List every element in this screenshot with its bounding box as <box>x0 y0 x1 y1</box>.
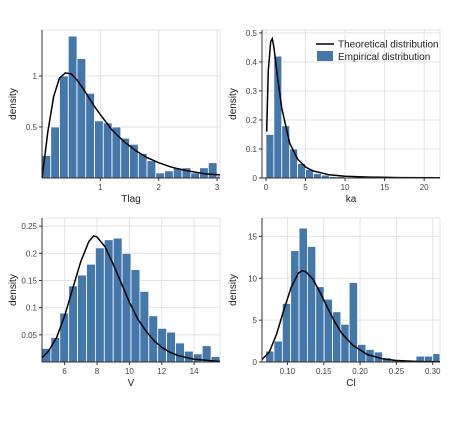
histogram-bar <box>265 350 275 363</box>
x-tick-label: 10 <box>341 183 350 192</box>
histogram-bar <box>77 274 87 363</box>
x-tick-label: 0.30 <box>425 367 441 376</box>
y-tick-label: 0.2 <box>246 116 258 125</box>
y-tick-label: 0.2 <box>26 249 38 258</box>
x-axis-title: Cl <box>346 378 355 389</box>
histogram-bar <box>298 227 308 363</box>
legend-theoretical-label: Theoretical distribution <box>338 40 439 51</box>
y-tick-label: 0.05 <box>21 331 37 340</box>
histogram-bar <box>50 337 61 363</box>
y-tick-label: 0.4 <box>246 58 258 67</box>
histogram-bar <box>94 120 104 179</box>
histogram-bar <box>192 353 203 363</box>
histogram-bar <box>102 122 113 179</box>
histogram-bar <box>190 172 200 179</box>
x-tick-label: 0.20 <box>352 367 368 376</box>
y-axis-title: density <box>8 88 19 120</box>
y-tick-label: 15 <box>248 232 257 241</box>
x-tick-label: 0.15 <box>316 367 332 376</box>
legend-bar-swatch <box>317 51 333 61</box>
legend-empirical-label: Empirical distribution <box>338 52 430 63</box>
x-axis-title: V <box>128 378 135 389</box>
y-tick-label: 5 <box>253 316 258 325</box>
y-tick-label: 0.5 <box>246 29 258 38</box>
histogram-bar <box>175 342 185 363</box>
histogram-bar <box>290 250 300 363</box>
y-tick-label: 0 <box>253 174 258 183</box>
x-tick-label: 0 <box>264 183 269 192</box>
x-axis-title: Tlag <box>121 194 140 205</box>
histogram-bar <box>265 134 275 179</box>
histogram-bar <box>289 148 299 179</box>
x-tick-label: 0.25 <box>389 367 405 376</box>
histogram-bar <box>207 162 218 179</box>
x-tick-label: 14 <box>190 367 199 376</box>
histogram-bar <box>340 323 350 363</box>
histogram-bar <box>112 237 123 363</box>
histogram-bar <box>59 75 69 179</box>
y-tick-label: 1 <box>33 72 38 81</box>
histogram-bar <box>139 290 150 363</box>
x-tick-label: 2 <box>156 183 161 192</box>
histogram-bar <box>307 246 317 363</box>
x-tick-label: 8 <box>95 367 100 376</box>
histogram-bar <box>59 312 70 363</box>
histogram-bar <box>146 160 157 179</box>
histogram-bar <box>86 263 96 363</box>
histogram-bar <box>67 35 78 179</box>
histogram-bar <box>164 170 174 179</box>
x-tick-label: 0.10 <box>280 367 296 376</box>
histogram-bar <box>76 58 87 179</box>
x-tick-label: 10 <box>125 367 134 376</box>
histogram-bar <box>281 125 291 179</box>
histogram-bar <box>103 239 114 363</box>
histogram-bar <box>273 340 283 363</box>
y-tick-label: 0 <box>253 358 258 367</box>
histogram-bar <box>166 331 176 363</box>
x-axis-title: ka <box>346 194 357 205</box>
y-tick-label: 0.3 <box>246 87 258 96</box>
y-axis-title: density <box>8 274 19 306</box>
chart-panel-tlag: 1 2 3 0.5 1 Tlag density <box>8 29 221 205</box>
chart-panel-ka: 0 5 10 15 20 0 0.1 0.2 0.3 0.4 0.5 ka density <box>228 29 441 205</box>
histogram-bar <box>95 247 105 363</box>
histogram-bar <box>183 350 194 363</box>
histogram-bars <box>41 35 221 179</box>
histogram-bar <box>50 126 60 179</box>
histogram-bar <box>85 92 95 179</box>
chart-panel-cl: 0.10 0.15 0.20 0.25 0.30 0 5 10 15 Cl density <box>228 217 441 389</box>
x-tick-label: 6 <box>62 367 67 376</box>
y-tick-label: 0.1 <box>246 145 258 154</box>
y-tick-label: 10 <box>248 274 257 283</box>
histogram-bar <box>432 353 441 363</box>
y-axis-title: density <box>228 88 239 120</box>
histogram-bars <box>41 237 221 363</box>
x-tick-label: 15 <box>380 183 389 192</box>
histogram-bar <box>348 282 358 363</box>
y-tick-label: 0.1 <box>26 304 38 313</box>
theoretical-density-curve <box>41 72 221 179</box>
theoretical-density-curve <box>41 235 221 363</box>
y-tick-label: 0.25 <box>21 222 37 231</box>
x-tick-label: 3 <box>215 183 220 192</box>
theoretical-density-curve <box>261 269 441 363</box>
theoretical-density-curve <box>265 36 441 179</box>
y-axis-title: density <box>228 274 239 306</box>
x-tick-label: 5 <box>303 183 308 192</box>
histogram-bar <box>155 172 165 179</box>
x-tick-label: 12 <box>157 367 166 376</box>
y-tick-label: 0.15 <box>21 276 37 285</box>
y-tick-label: 0.5 <box>26 123 38 132</box>
x-tick-label: 1 <box>98 183 103 192</box>
histogram-bar <box>121 252 132 363</box>
histogram-bar <box>313 173 322 179</box>
x-tick-label: 20 <box>420 183 429 192</box>
